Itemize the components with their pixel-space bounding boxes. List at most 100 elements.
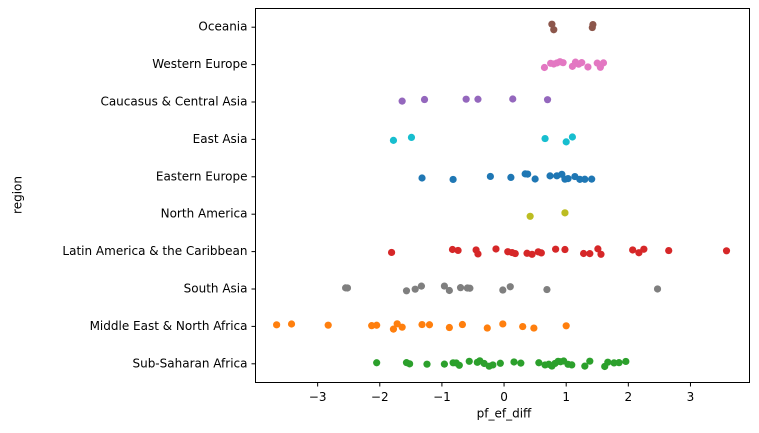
axes-frame [255,8,750,383]
strip-point [622,357,630,366]
strip-point [510,358,518,366]
strip-point [511,249,519,258]
strip-point [586,357,594,365]
strip-point [507,173,515,182]
strip-point [524,170,532,178]
strip-point [562,138,570,146]
strip-point [597,250,605,258]
strip-point [537,249,545,257]
strip-point [722,247,731,255]
strip-point [586,250,594,258]
y-tick-label: Latin America & the Caribbean [62,244,247,258]
strip-point [474,250,482,258]
strip-point [273,321,281,329]
y-tick-label: East Asia [193,132,248,146]
strip-point [458,320,467,329]
y-tick-label: Middle East & North Africa [90,319,248,333]
strip-point [604,358,612,366]
strip-point [561,209,569,217]
strip-point [465,357,473,365]
y-tick-label: South Asia [184,282,248,296]
x-tick-label: −2 [371,390,389,404]
strip-point [343,284,352,292]
strip-point [499,320,507,328]
strip-point [456,284,465,292]
strip-point [665,246,673,255]
strip-point [653,285,662,293]
strip-point [615,359,623,367]
strip-point [588,23,596,32]
strip-point [418,174,426,182]
strip-point [568,361,576,369]
strip-point [559,59,567,67]
strip-point [420,95,429,104]
strip-point [440,282,449,290]
y-tick-label: Oceania [198,20,247,34]
y-tick-label: Eastern Europe [156,169,248,183]
strip-point [531,175,539,183]
strip-point [541,134,549,143]
strip-point [448,245,457,254]
strip-point [530,324,538,332]
strip-point [489,361,497,369]
strip-point [387,248,396,257]
strip-point [398,97,406,105]
strip-point [499,286,507,294]
strip-point [445,286,453,295]
strip-point [578,59,586,67]
strip-point [599,59,608,67]
strip-point [418,320,426,329]
strip-point [324,321,332,329]
strip-point [496,359,504,367]
strip-point [635,249,643,257]
strip-point [526,212,534,220]
strip-point [581,175,589,183]
strip-point [406,360,414,368]
strip-point [402,287,411,295]
strip-point [389,136,398,144]
strip-point [540,63,549,72]
strip-point [509,95,517,103]
strip-point [474,95,482,103]
x-tick-label: 3 [687,390,695,404]
strip-point [455,361,463,369]
strip-point [579,249,588,258]
x-tick-label: 1 [562,390,570,404]
strip-point [462,95,470,103]
strip-point [629,246,637,254]
strip-point [506,283,514,291]
x-tick-label: 2 [625,390,633,404]
strip-point [543,285,551,294]
strip-point [389,325,398,333]
x-axis-label: pf_ef_diff [477,407,532,421]
strip-point [528,250,536,258]
strip-point [581,362,589,370]
strip-point [483,324,491,332]
strip-point [486,172,494,181]
y-tick-label: Caucasus & Central Asia [100,95,247,109]
strip-point [548,20,556,28]
strip-point [576,175,584,183]
x-tick-label: −3 [309,390,327,404]
strip-point [640,245,648,253]
strip-point [398,323,406,331]
strip-point [561,245,569,254]
strip-point [594,245,602,253]
strip-point [584,63,592,71]
strip-point [562,322,570,330]
strip-point [517,359,525,367]
strip-point [449,175,457,184]
strip-point [440,360,449,368]
strip-point [552,245,560,253]
strip-point [423,360,431,368]
strip-point [411,285,419,293]
strip-point [568,133,577,141]
strip-point [519,322,527,331]
strip-point [466,284,474,292]
strip-point [535,359,543,367]
y-tick-label: Western Europe [152,57,247,71]
strip-point [543,96,552,104]
x-tick-label: 0 [500,390,508,404]
strip-point [550,26,558,34]
